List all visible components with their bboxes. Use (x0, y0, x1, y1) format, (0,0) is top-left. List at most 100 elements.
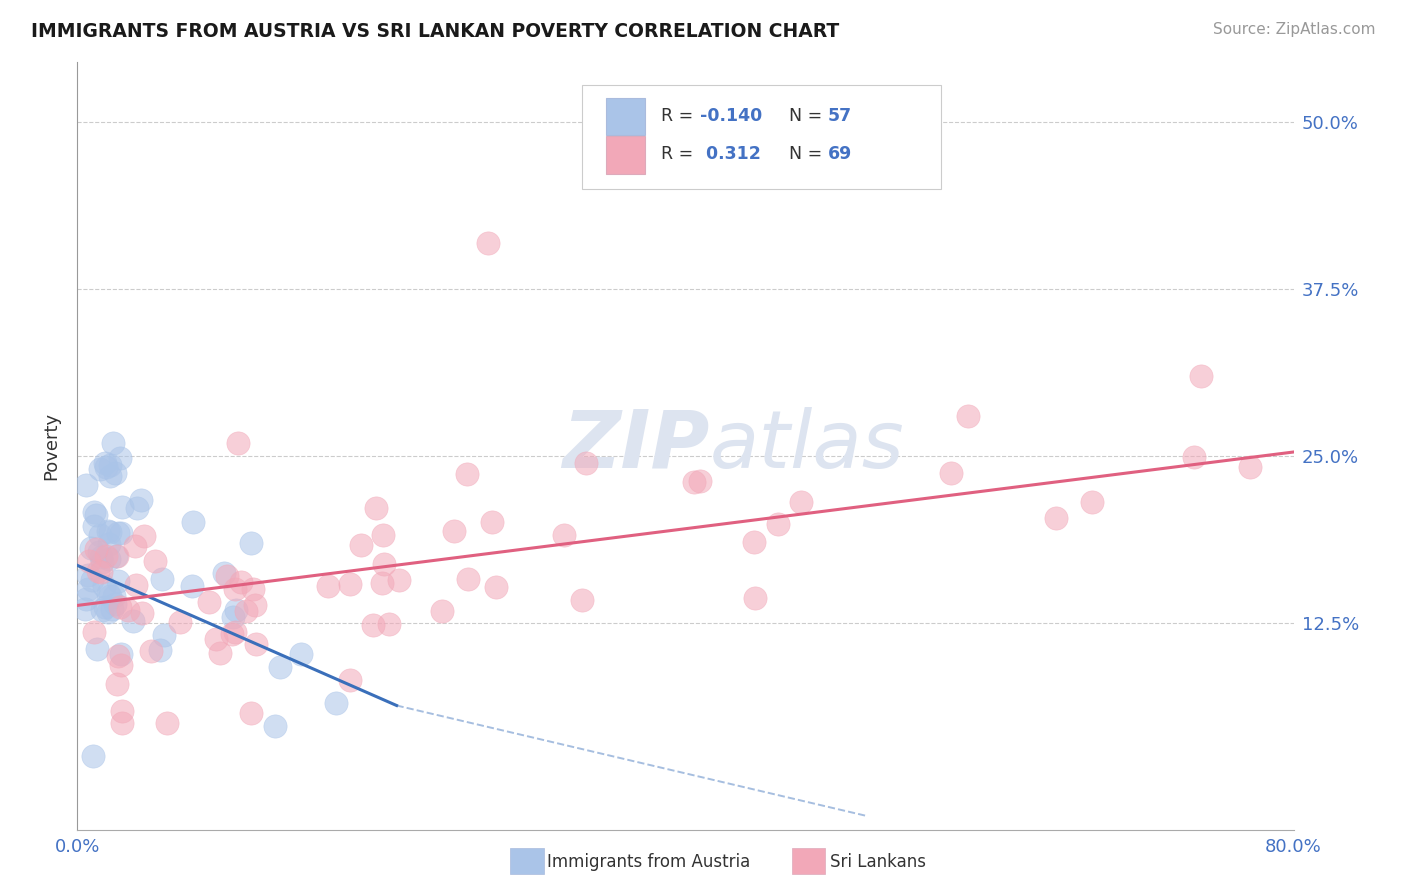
Point (107, 648, 129, 663)
Point (107, 525, 129, 540)
Point (97, 605, 120, 619)
Point (76, 582, 98, 596)
Text: IMMIGRANTS FROM AUSTRIA VS SRI LANKAN POVERTY CORRELATION CHART: IMMIGRANTS FROM AUSTRIA VS SRI LANKAN PO… (31, 22, 839, 41)
Point (198, 595, 221, 609)
Text: N =: N = (789, 107, 828, 125)
Point (93, 579, 115, 593)
FancyBboxPatch shape (582, 86, 941, 189)
Point (132, 529, 155, 543)
Point (242, 582, 264, 596)
Point (222, 610, 245, 624)
Point (143, 554, 166, 568)
Text: Immigrants from Austria: Immigrants from Austria (547, 853, 751, 871)
Point (104, 598, 127, 612)
Point (94, 456, 117, 470)
Point (240, 706, 263, 720)
Point (243, 598, 266, 612)
Point (141, 644, 163, 658)
Point (443, 524, 465, 539)
Point (1080, 495, 1102, 509)
Text: atlas: atlas (710, 407, 904, 485)
Point (689, 474, 711, 488)
Point (183, 515, 205, 529)
Point (75, 602, 97, 616)
Point (481, 515, 503, 529)
FancyBboxPatch shape (606, 136, 645, 174)
Point (84, 541, 107, 556)
Point (98, 458, 121, 473)
Point (371, 575, 394, 590)
Point (1189, 368, 1212, 383)
Point (575, 456, 598, 470)
Point (373, 558, 395, 572)
Point (553, 528, 575, 542)
Point (96, 549, 118, 564)
Point (224, 625, 246, 640)
Point (97, 524, 120, 538)
Point (80, 573, 103, 587)
Point (110, 647, 132, 661)
Point (87, 564, 110, 578)
Point (790, 495, 813, 509)
Point (77, 554, 100, 568)
Text: 0.312: 0.312 (700, 145, 761, 163)
Point (215, 569, 238, 583)
Point (269, 659, 291, 673)
Point (131, 493, 153, 508)
Text: R =: R = (661, 145, 699, 163)
Point (110, 657, 132, 672)
Point (957, 409, 980, 423)
Point (75, 592, 97, 607)
Point (110, 526, 132, 541)
Point (485, 580, 508, 594)
Point (231, 574, 253, 589)
Point (744, 591, 766, 605)
Point (105, 549, 128, 563)
Point (98, 536, 121, 550)
Point (364, 501, 387, 516)
Point (205, 632, 228, 646)
Point (239, 536, 262, 550)
Point (235, 604, 257, 618)
Point (107, 549, 129, 563)
Point (811, 109, 834, 123)
Point (939, 466, 962, 480)
Point (89, 462, 111, 476)
Point (111, 704, 134, 718)
Point (290, 647, 312, 661)
Point (94, 460, 117, 475)
Point (150, 572, 173, 586)
Point (101, 435, 124, 450)
Point (742, 535, 765, 549)
Point (76, 567, 98, 582)
Point (153, 628, 176, 642)
Point (103, 589, 125, 603)
Point (90, 550, 112, 565)
Text: 57: 57 (828, 107, 852, 125)
Point (373, 527, 395, 541)
Point (86, 642, 108, 657)
Point (86, 508, 108, 522)
Text: Sri Lankans: Sri Lankans (830, 853, 925, 871)
Point (101, 602, 124, 616)
Point (90, 566, 112, 580)
Point (98, 552, 121, 566)
Point (325, 696, 347, 710)
Point (111, 500, 134, 514)
Point (683, 475, 706, 490)
Point (1239, 460, 1261, 475)
Point (477, 235, 499, 250)
Point (98, 525, 121, 540)
Text: -0.140: -0.140 (700, 107, 762, 125)
Point (98, 589, 121, 603)
Point (83, 625, 105, 640)
Point (1182, 450, 1205, 464)
Point (316, 579, 339, 593)
Point (121, 614, 143, 628)
Point (430, 604, 453, 618)
Point (103, 466, 125, 480)
Text: N =: N = (789, 145, 828, 163)
FancyBboxPatch shape (606, 98, 645, 136)
Point (361, 617, 384, 632)
Point (83, 505, 105, 519)
